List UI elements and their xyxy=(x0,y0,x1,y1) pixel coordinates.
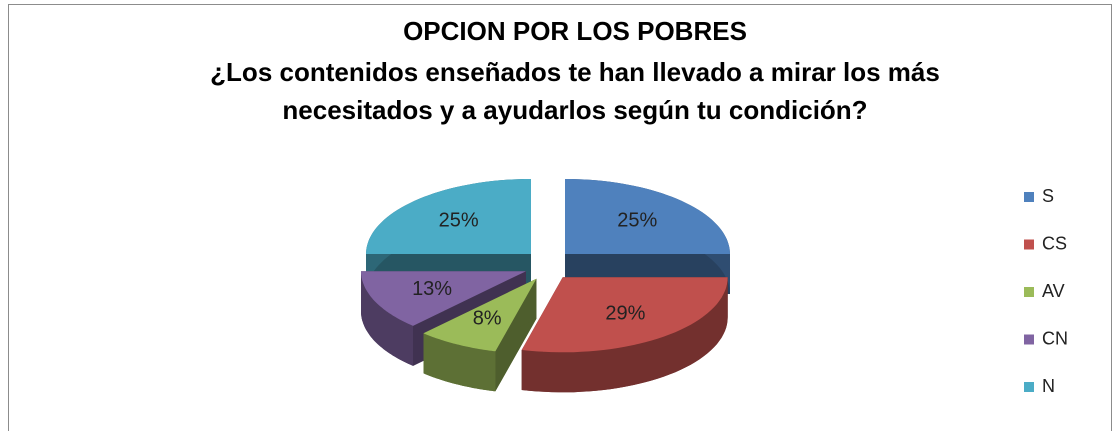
slice: 8% xyxy=(423,278,537,392)
legend-swatch xyxy=(1024,192,1034,202)
legend-swatch xyxy=(1024,239,1034,250)
slice-wall xyxy=(361,271,413,366)
legend-label: CS xyxy=(1042,233,1067,253)
chart-title: OPCION POR LOS POBRES xyxy=(403,16,747,46)
data-label: 8% xyxy=(473,308,502,330)
slice-wall xyxy=(521,277,728,393)
data-label: 25% xyxy=(617,209,657,231)
legend-label: AV xyxy=(1042,281,1065,301)
slice-top xyxy=(565,179,730,254)
slice: 29% xyxy=(521,277,728,393)
slice-wall xyxy=(423,333,496,392)
legend-swatch xyxy=(1024,334,1034,345)
legend-swatch xyxy=(1024,382,1034,392)
slice-top xyxy=(521,277,728,353)
legend-swatch xyxy=(1024,287,1034,297)
data-label: 25% xyxy=(439,209,479,231)
chart-subtitle: necesitados y a ayudarlos según tu condi… xyxy=(282,95,867,125)
data-label: 13% xyxy=(412,278,452,300)
slice-top xyxy=(361,271,526,326)
slice-top xyxy=(366,179,531,254)
legend-label: N xyxy=(1042,376,1055,396)
data-label: 29% xyxy=(605,302,645,324)
slice-top xyxy=(423,278,537,352)
legend-label: CN xyxy=(1042,328,1068,348)
slice: 25% xyxy=(565,179,730,294)
chart-subtitle: ¿Los contenidos enseñados te han llevado… xyxy=(210,57,940,87)
legend-label: S xyxy=(1042,186,1054,206)
